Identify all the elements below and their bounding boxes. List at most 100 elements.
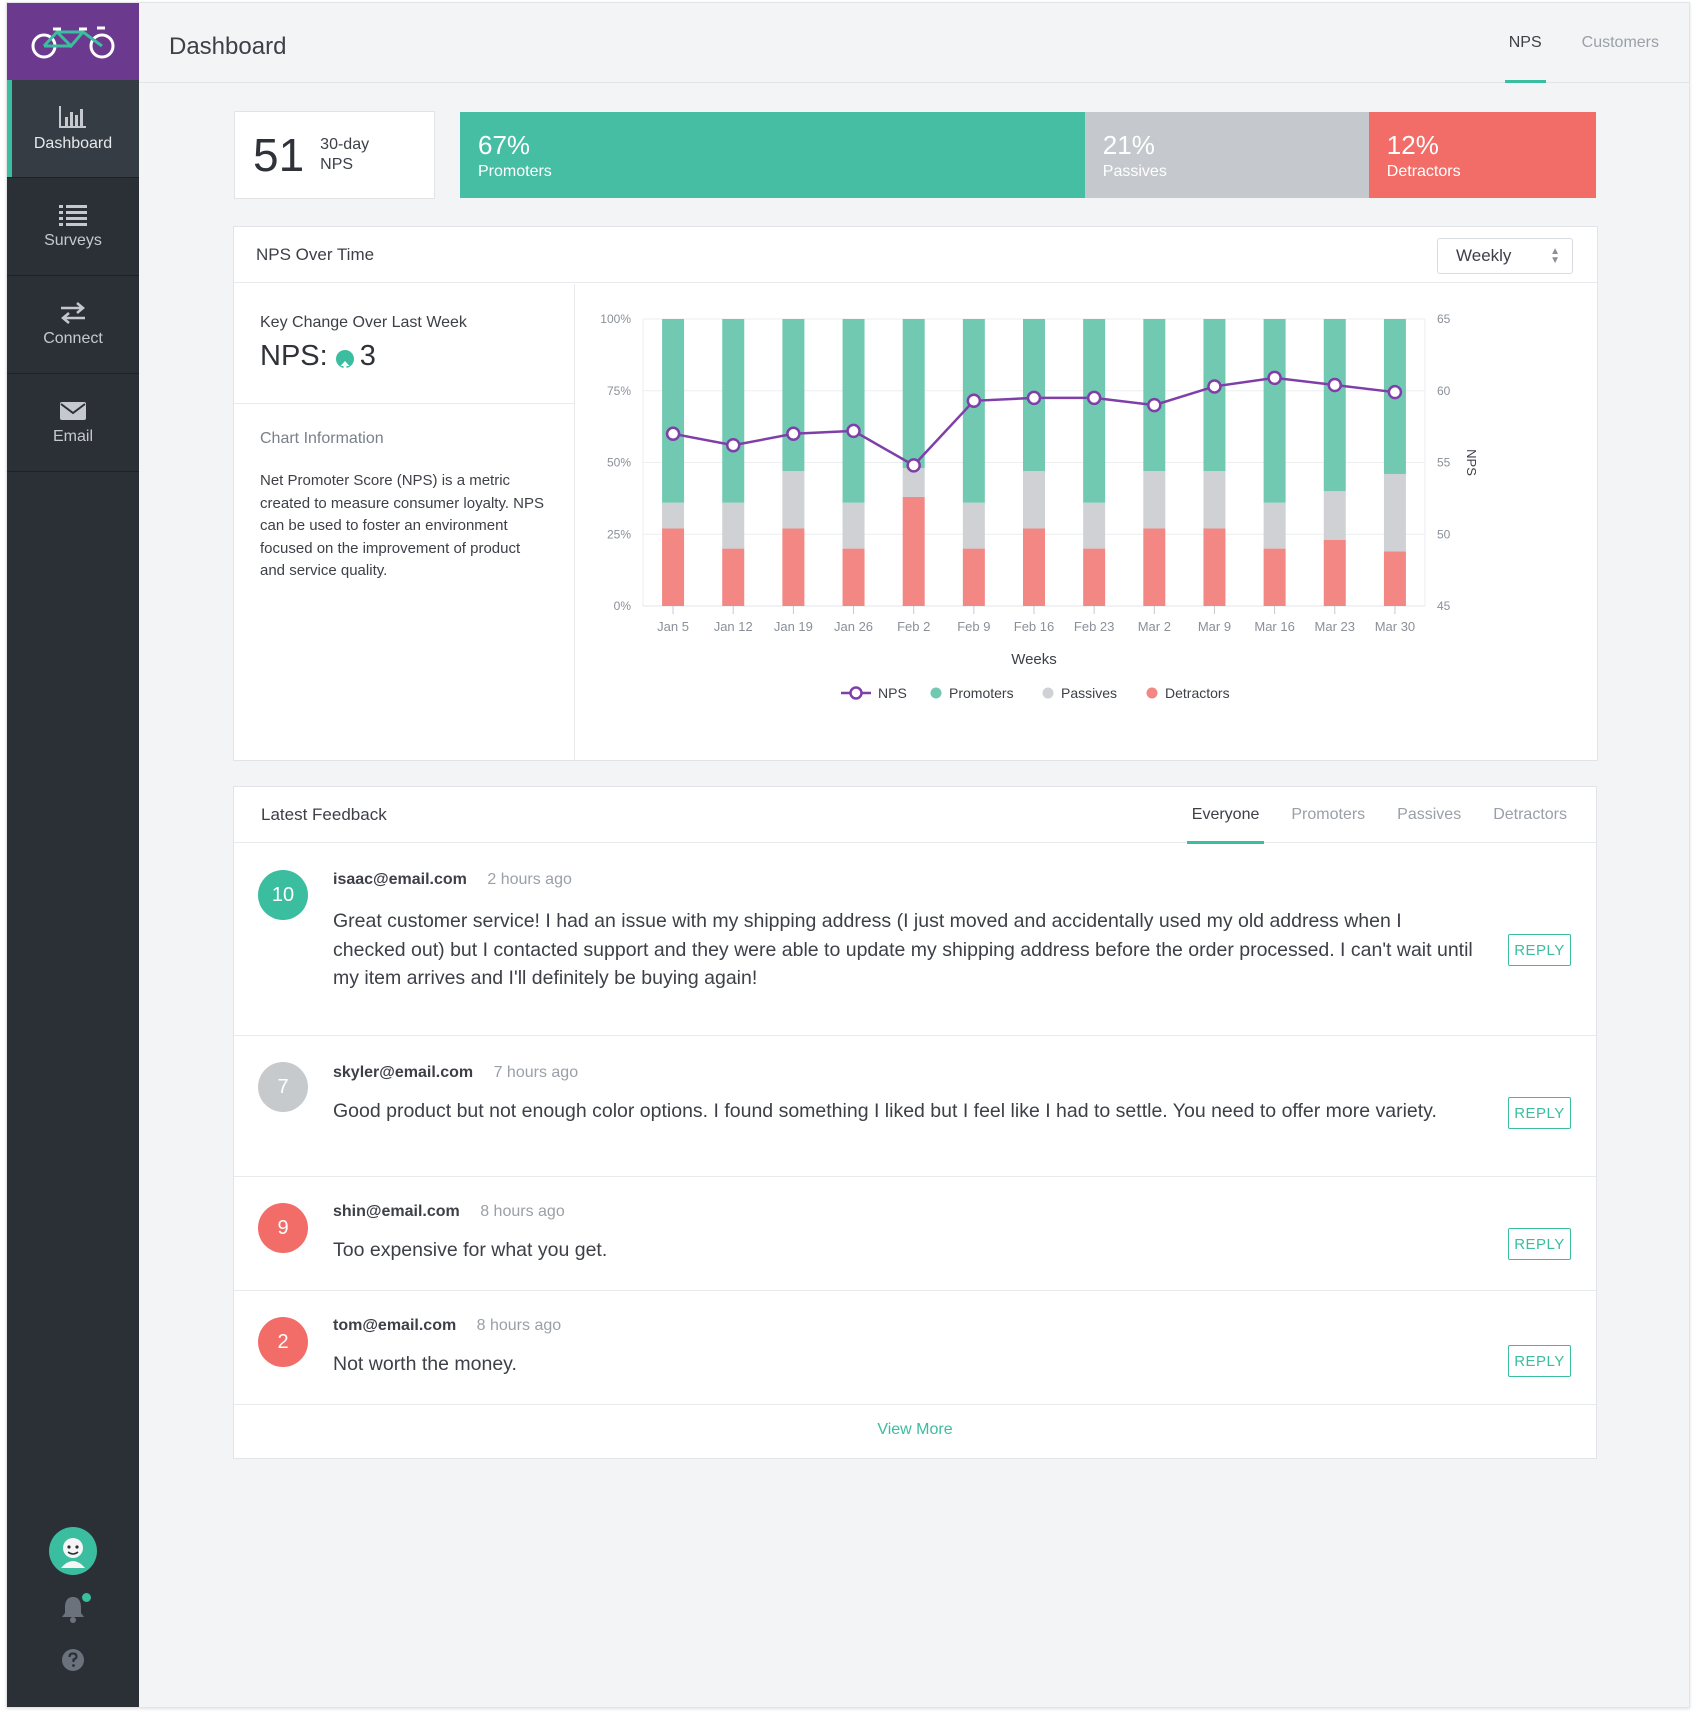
nps-point <box>725 438 741 453</box>
sidebar-item-surveys[interactable]: Surveys <box>7 178 139 276</box>
x-tick-label: Jan 19 <box>774 619 813 634</box>
feedback-text: Too expensive for what you get. <box>333 1239 608 1261</box>
user-face-icon <box>61 1538 85 1568</box>
legend-swatch <box>1146 687 1158 699</box>
bar-detractors <box>842 548 865 606</box>
view-more-link[interactable]: View More <box>877 1421 953 1438</box>
bar-promoters <box>962 319 985 503</box>
tab-promoters[interactable]: Promoters <box>1291 806 1366 823</box>
reply-button[interactable]: REPLY <box>1508 1228 1571 1260</box>
bar-passives <box>842 502 865 549</box>
bar-detractors <box>902 496 925 606</box>
nps-distribution-bar: 67% Promoters 21% Passives 12% Detractor… <box>460 112 1596 198</box>
x-tick-label: Mar 16 <box>1254 619 1294 634</box>
score-badge: 7 <box>258 1062 308 1112</box>
key-change-prefix: NPS: <box>260 340 328 372</box>
sidebar-item-label: Surveys <box>44 231 102 249</box>
top-tabs: NPS Customers <box>1504 3 1663 83</box>
sidebar-item-connect[interactable]: Connect <box>7 276 139 374</box>
legend-label: NPS <box>878 685 907 701</box>
feedback-time: 8 hours ago <box>480 1203 565 1220</box>
tab-everyone[interactable]: Everyone <box>1186 787 1265 844</box>
legend-swatch <box>1042 687 1054 699</box>
feedback-meta: skyler@email.com 7 hours ago <box>333 1064 578 1082</box>
logo[interactable] <box>7 3 139 80</box>
nps-score-label: 30-day NPS <box>320 135 369 175</box>
score-badge: 10 <box>258 870 308 920</box>
bar-promoters <box>782 319 805 472</box>
passives-segment[interactable]: 21% Passives <box>1084 112 1369 198</box>
card-title: NPS Over Time <box>256 244 375 264</box>
x-axis-title: Weeks <box>1011 651 1057 668</box>
y-left-tick-label: 0% <box>614 599 632 613</box>
feedback-text: Good product but not enough color option… <box>333 1100 1437 1122</box>
bar-detractors <box>1323 539 1346 606</box>
period-select[interactable]: Weekly ▲ ▼ <box>1437 238 1573 274</box>
sidebar-item-dashboard[interactable]: Dashboard <box>7 80 139 178</box>
bar-promoters <box>722 319 745 503</box>
x-tick-label: Jan 12 <box>714 619 753 634</box>
app-window: Dashboard Surveys Connect Email <box>6 2 1690 1708</box>
tandem-bike-logo-icon <box>31 26 115 58</box>
sidebar: Dashboard Surveys Connect Email <box>7 3 139 1707</box>
passives-percent: 21% <box>1102 130 1155 160</box>
legend-swatch <box>930 687 942 699</box>
list-icon <box>59 204 87 226</box>
tab-passives[interactable]: Passives <box>1397 806 1462 823</box>
sidebar-item-label: Email <box>52 427 93 445</box>
bell-icon <box>62 1597 84 1623</box>
tab-nps[interactable]: NPS <box>1504 3 1546 83</box>
nps-point <box>966 393 982 409</box>
y-left-tick-label: 50% <box>607 456 631 470</box>
nps-summary-box: 51 30-day NPS <box>234 111 435 199</box>
feedback-time: 8 hours ago <box>476 1317 562 1334</box>
notifications-button[interactable] <box>60 1593 91 1628</box>
feedback-time: 7 hours ago <box>493 1064 579 1081</box>
key-change-number: 3 <box>359 340 376 372</box>
bar-detractors <box>722 548 745 606</box>
header: Dashboard NPS Customers <box>139 3 1689 83</box>
y-left-tick-label: 75% <box>607 384 631 398</box>
nps-point <box>1207 379 1222 394</box>
y-left-tick-label: 100% <box>600 312 631 326</box>
reply-button[interactable]: REPLY <box>1508 934 1571 966</box>
feedback-item: 7 skyler@email.com 7 hours ago Good prod… <box>234 1036 1596 1177</box>
feedback-email[interactable]: tom@email.com <box>333 1317 457 1334</box>
detractors-segment[interactable]: 12% Detractors <box>1368 112 1596 198</box>
promoters-segment[interactable]: 67% Promoters <box>460 112 1085 198</box>
feedback-email[interactable]: isaac@email.com <box>333 871 467 888</box>
feedback-email[interactable]: skyler@email.com <box>333 1064 474 1081</box>
nps-point <box>1327 377 1343 393</box>
bar-passives <box>1143 471 1166 529</box>
tab-customers[interactable]: Customers <box>1581 34 1659 51</box>
reply-button[interactable]: REPLY <box>1508 1345 1571 1377</box>
feedback-email[interactable]: shin@email.com <box>333 1203 460 1220</box>
help-button[interactable] <box>61 1648 85 1677</box>
bar-promoters <box>1143 319 1166 472</box>
x-tick-label: Mar 30 <box>1375 619 1415 634</box>
tab-detractors[interactable]: Detractors <box>1493 806 1567 823</box>
avatar[interactable] <box>49 1527 97 1575</box>
bar-detractors <box>782 528 805 606</box>
sidebar-item-label: Dashboard <box>33 134 113 152</box>
nps-point <box>665 426 681 442</box>
bar-passives <box>1323 491 1346 540</box>
period-select-value: Weekly <box>1456 246 1512 265</box>
legend-swatch-point <box>849 686 863 700</box>
latest-feedback-card: Latest Feedback Everyone Promoters Passi… <box>233 786 1597 1459</box>
legend-label: Detractors <box>1165 685 1230 701</box>
card-header: Latest Feedback Everyone Promoters Passi… <box>234 787 1596 844</box>
sidebar-item-email[interactable]: Email <box>7 374 139 472</box>
reply-button[interactable]: REPLY <box>1508 1097 1571 1129</box>
feedback-filter-tabs: Everyone Promoters Passives Detractors <box>1186 787 1572 844</box>
bar-promoters <box>1083 319 1106 503</box>
nps-point <box>846 423 861 439</box>
bar-promoters <box>1323 319 1346 492</box>
detractors-label: Detractors <box>1386 163 1461 180</box>
nps-over-time-chart: 0% 25% 50% 75% 100% 45 50 55 60 65 Jan 5 Jan 12 Jan … <box>600 312 1479 701</box>
feedback-meta: shin@email.com 8 hours ago <box>333 1203 565 1221</box>
x-tick-label: Mar 2 <box>1138 619 1171 634</box>
bar-chart-icon <box>59 105 86 128</box>
bar-passives <box>962 502 985 549</box>
nps-point <box>906 458 921 473</box>
